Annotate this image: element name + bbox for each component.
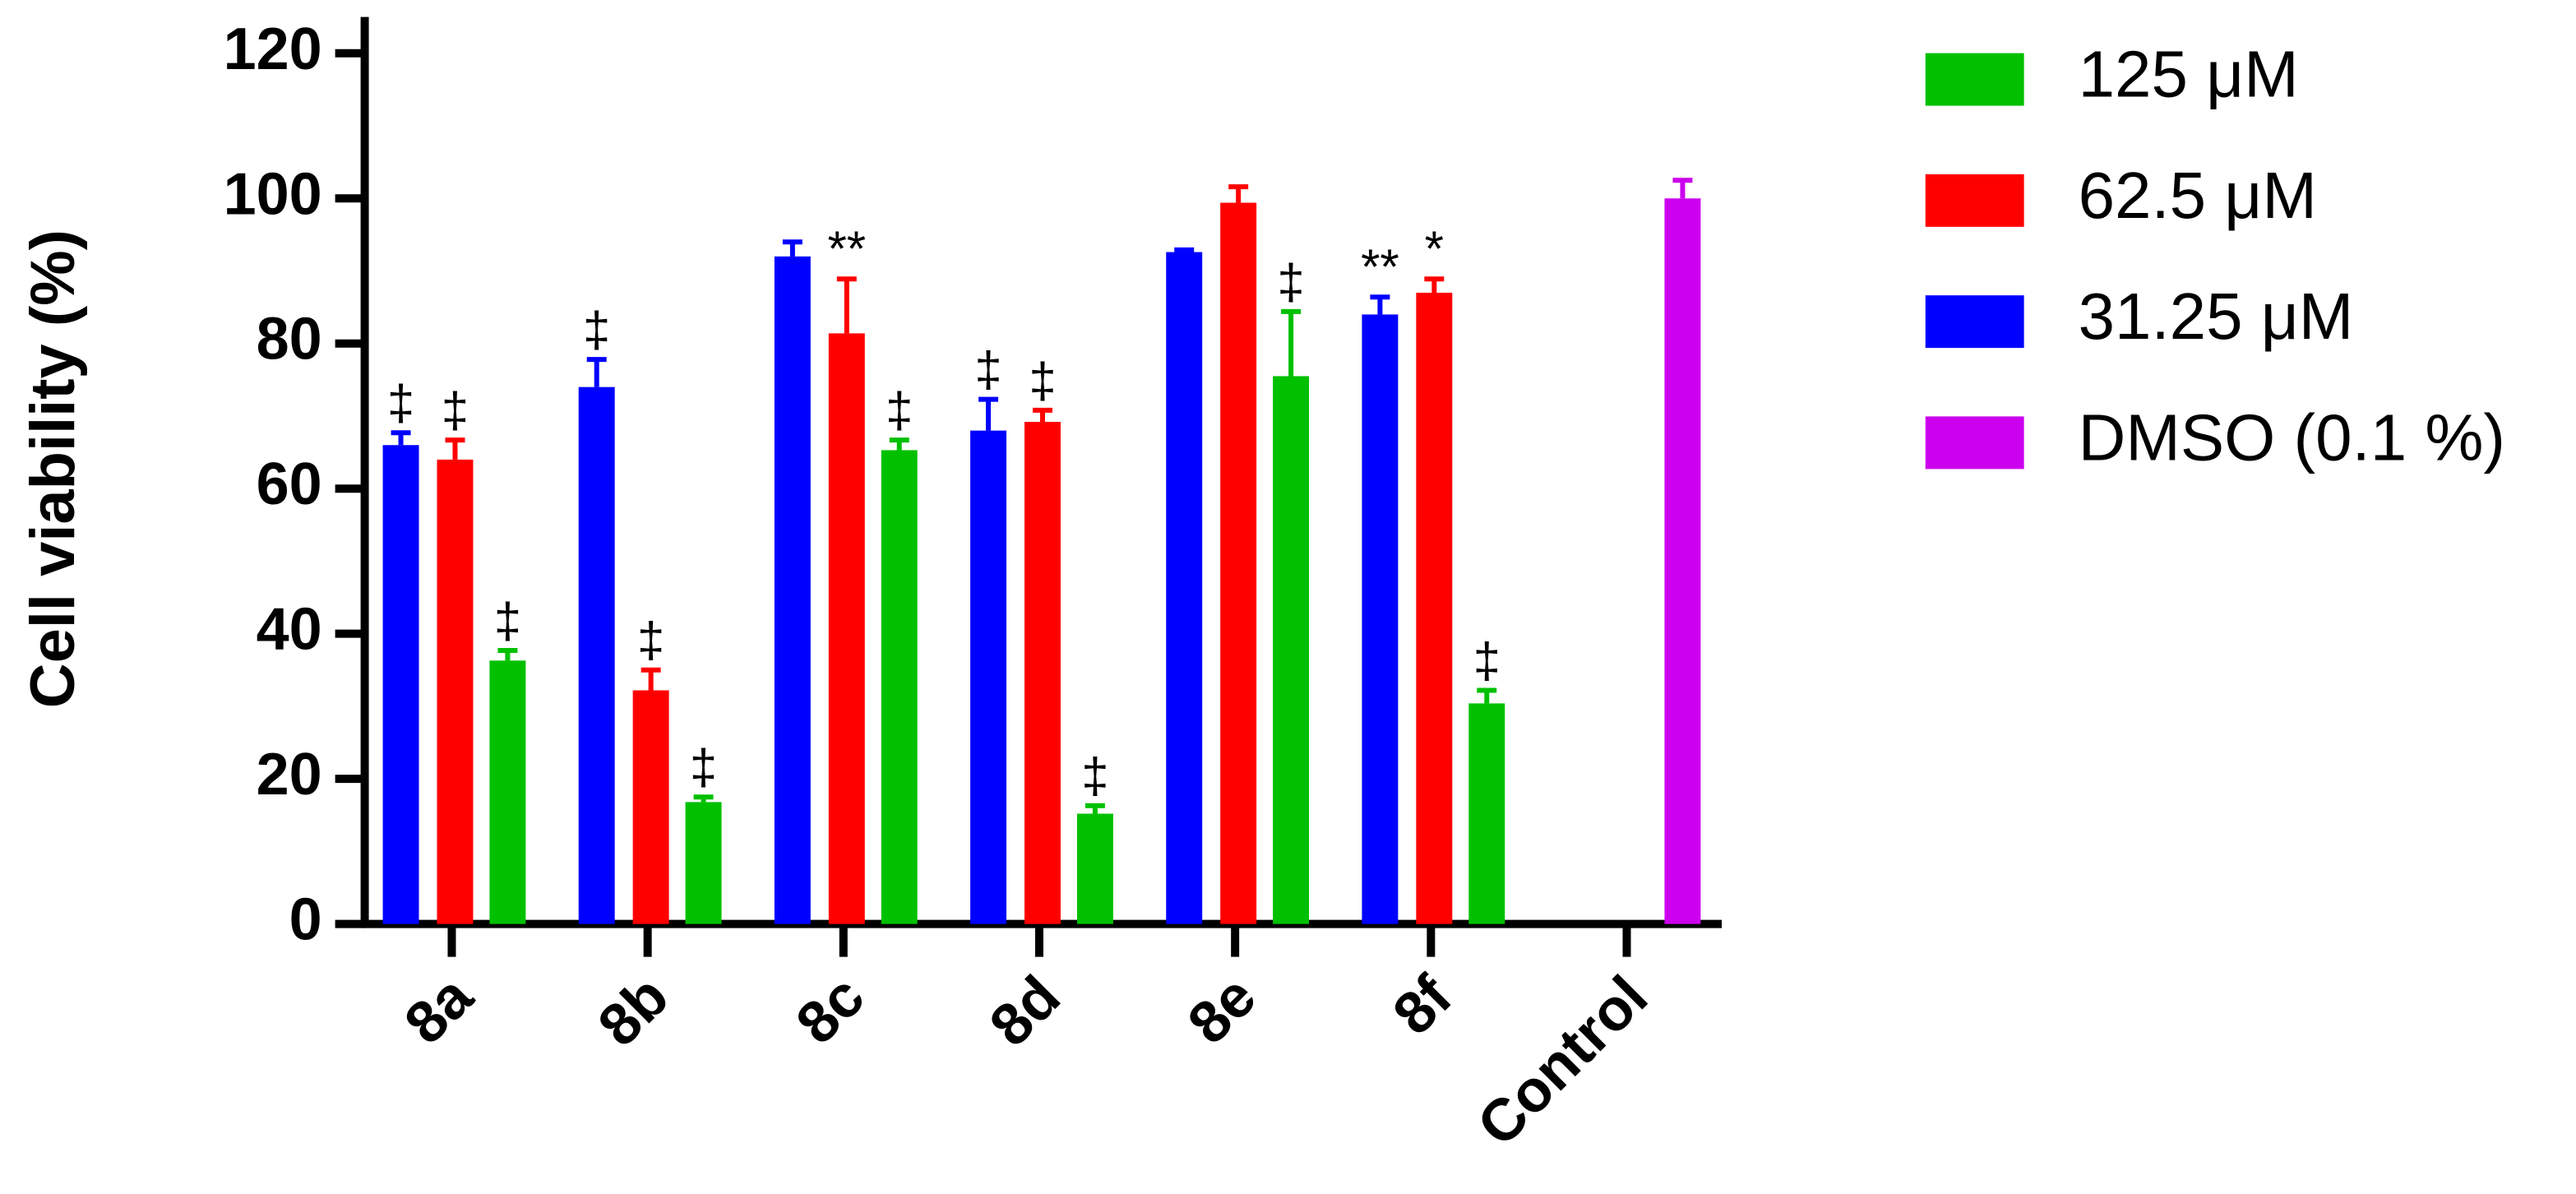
y-tick-label: 40	[257, 597, 322, 663]
bar	[1362, 314, 1399, 924]
annotation: **	[827, 221, 866, 276]
annotation: ‡	[442, 382, 469, 437]
annotation: ‡	[637, 613, 664, 668]
x-tick-label: 8d	[978, 964, 1073, 1059]
y-tick-label: 120	[224, 16, 322, 82]
annotation: ‡	[1029, 353, 1056, 408]
bar	[828, 333, 865, 924]
x-tick-label: 8b	[585, 964, 681, 1059]
annotation: ‡	[583, 302, 610, 357]
bar	[1664, 198, 1701, 924]
y-tick-label: 0	[289, 887, 322, 953]
legend-label: 31.25 μM	[2079, 280, 2354, 353]
bar	[1220, 202, 1257, 924]
annotation: ‡	[494, 593, 521, 648]
annotation: ‡	[974, 342, 1001, 397]
x-tick-label: 8e	[1176, 964, 1269, 1057]
bar	[970, 430, 1007, 924]
annotation: ‡	[1081, 748, 1108, 803]
x-tick-label: 8a	[392, 963, 486, 1057]
annotation: *	[1425, 221, 1444, 276]
y-tick-label: 80	[257, 307, 322, 373]
legend-swatch	[1925, 295, 2024, 349]
annotation: ‡	[1277, 254, 1304, 309]
x-tick-label: 8f	[1380, 963, 1465, 1048]
bar	[1468, 703, 1505, 924]
legend-label: 62.5 μM	[2079, 159, 2317, 232]
bar	[1166, 252, 1203, 924]
annotation: ‡	[886, 382, 913, 437]
bar	[881, 450, 918, 924]
bar	[578, 386, 615, 924]
bar	[437, 459, 474, 924]
bar	[382, 445, 419, 924]
y-tick-label: 20	[257, 742, 322, 808]
x-tick-label: 8c	[784, 964, 876, 1057]
y-axis-title: Cell viability (%)	[18, 229, 88, 708]
bar	[1273, 376, 1310, 924]
y-tick-label: 100	[224, 161, 322, 227]
bar	[1024, 422, 1061, 924]
legend-swatch	[1925, 174, 2024, 227]
annotation: ‡	[387, 375, 414, 430]
bar	[685, 802, 722, 924]
legend-swatch	[1925, 53, 2024, 106]
annotation: ‡	[690, 739, 717, 794]
y-tick-label: 60	[257, 451, 322, 517]
legend-label: 125 μM	[2079, 38, 2299, 111]
annotation: ‡	[1473, 632, 1501, 687]
bar	[1416, 292, 1453, 924]
bar	[489, 660, 526, 924]
bar	[1076, 813, 1113, 924]
bar	[632, 690, 669, 924]
annotation: **	[1361, 239, 1399, 294]
legend-swatch	[1925, 416, 2024, 470]
x-tick-label: Control	[1465, 964, 1660, 1159]
bar	[774, 256, 811, 924]
legend-label: DMSO (0.1 %)	[2079, 400, 2505, 474]
